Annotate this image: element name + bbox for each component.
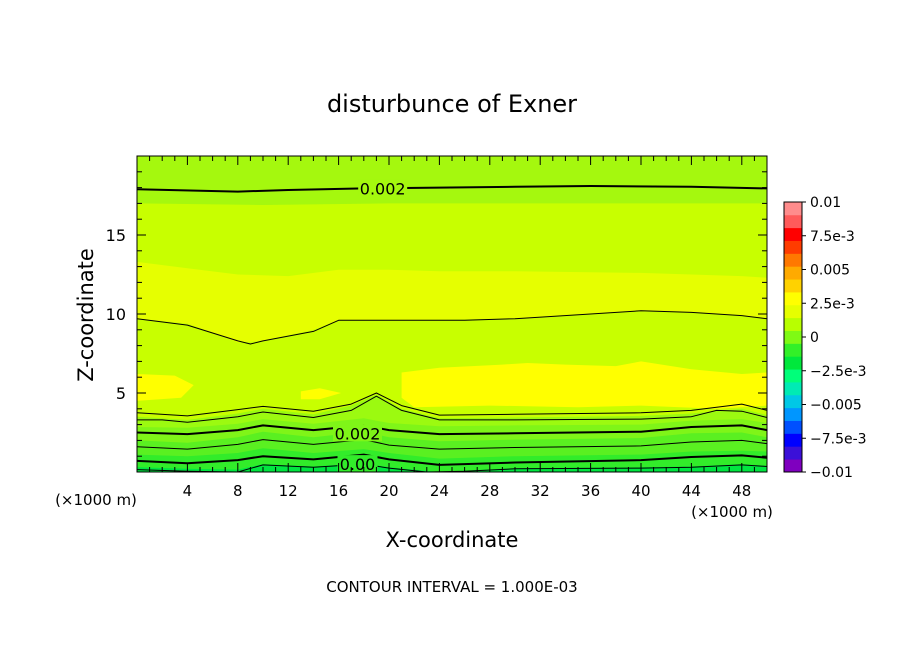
contour-label-bg-1 — [333, 424, 382, 442]
contour-label-2: 0.00 — [340, 455, 376, 474]
colorbar-label: 2.5e-3 — [810, 296, 855, 312]
x-tick-label: 8 — [233, 482, 243, 500]
contour-label-bg-2 — [337, 455, 378, 473]
fill-band-8 — [137, 156, 767, 205]
colorbar-label: −0.01 — [810, 465, 853, 481]
contour-line-2 — [136, 439, 768, 450]
plot-area — [137, 156, 767, 472]
colorbar-label: 7.5e-3 — [810, 229, 855, 245]
chart-title: disturbunce of Exner — [327, 90, 577, 118]
colorbar-swatch — [784, 382, 802, 396]
colorbar-label: −7.5e-3 — [810, 431, 867, 447]
colorbar: 0.01 7.5e-3 0.005 2.5e-3 0 −2.5e-3 −0.005 −7.5e… — [783, 195, 867, 481]
colorbar-swatch — [784, 420, 802, 434]
colorbar-label: 0.01 — [810, 195, 841, 211]
z-unit-label: (×1000 m) — [691, 503, 773, 521]
colorbar-swatch — [784, 407, 802, 421]
contour-line-4 — [137, 395, 768, 423]
colorbar-swatch — [784, 292, 802, 306]
y-tick-label: 5 — [116, 384, 126, 403]
colorbar-swatch — [784, 279, 802, 293]
x-axis: 4 8 12 16 20 24 28 32 36 40 44 48 — [149, 156, 755, 500]
contour-labels: 0.002 0.002 0.00 — [333, 179, 408, 474]
colorbar-label: 0.005 — [810, 263, 850, 279]
colorbar-swatch — [784, 304, 802, 319]
y-tick-label: 10 — [106, 305, 126, 324]
contour-lines — [136, 185, 768, 473]
y-axis-label: Z-coordinate — [74, 248, 98, 382]
contour-label-bg-0 — [358, 179, 408, 197]
colorbar-swatch — [784, 202, 802, 216]
colorbar-swatch — [784, 330, 802, 344]
colorbar-swatch — [784, 446, 802, 460]
x-tick-label: 36 — [581, 482, 600, 500]
fill-patch-0 — [137, 374, 194, 401]
contour-line-0 — [136, 463, 768, 473]
fill-patch-1 — [300, 388, 342, 400]
colorbar-swatch — [784, 394, 802, 409]
contour-label-1: 0.002 — [335, 424, 381, 443]
colorbar-swatch — [784, 433, 802, 447]
colorbar-swatch — [784, 369, 802, 383]
contour-line-6 — [136, 310, 768, 345]
colorbar-swatch — [784, 266, 802, 280]
colorbar-swatch — [784, 317, 802, 331]
x-tick-label: 40 — [631, 482, 650, 500]
x-tick-label: 48 — [732, 482, 751, 500]
colorbar-label: −2.5e-3 — [810, 364, 867, 380]
colorbar-swatch — [784, 214, 802, 229]
colorbar-swatch — [784, 459, 802, 473]
contour-interval-note: CONTOUR INTERVAL = 1.000E-03 — [326, 578, 577, 596]
x-tick-label: 44 — [682, 482, 701, 500]
contour-line-5 — [136, 392, 768, 417]
contour-line-1 — [136, 453, 768, 466]
x-tick-label: 32 — [531, 482, 550, 500]
x-tick-label: 12 — [279, 482, 298, 500]
y-tick-label: 15 — [106, 226, 126, 245]
colorbar-swatch — [784, 343, 802, 357]
x-tick-label: 4 — [183, 482, 193, 500]
x-tick-label: 28 — [480, 482, 499, 500]
x-unit-label: (×1000 m) — [55, 491, 137, 509]
colorbar-swatch — [784, 356, 802, 370]
x-tick-label: 20 — [379, 482, 398, 500]
colorbar-label: 0 — [810, 330, 819, 346]
colorbar-swatch — [784, 253, 802, 267]
colorbar-swatch — [784, 227, 802, 241]
colorbar-label: −0.005 — [810, 398, 862, 414]
contour-label-0: 0.002 — [360, 179, 406, 198]
x-axis-label: X-coordinate — [386, 528, 519, 552]
x-tick-label: 24 — [430, 482, 449, 500]
x-tick-label: 16 — [329, 482, 348, 500]
contour-line-7 — [136, 185, 768, 193]
contour-line-3 — [136, 424, 768, 436]
fill-patch-2 — [401, 361, 767, 409]
colorbar-swatch — [784, 240, 802, 254]
y-axis: 5 10 15 — [106, 171, 767, 457]
